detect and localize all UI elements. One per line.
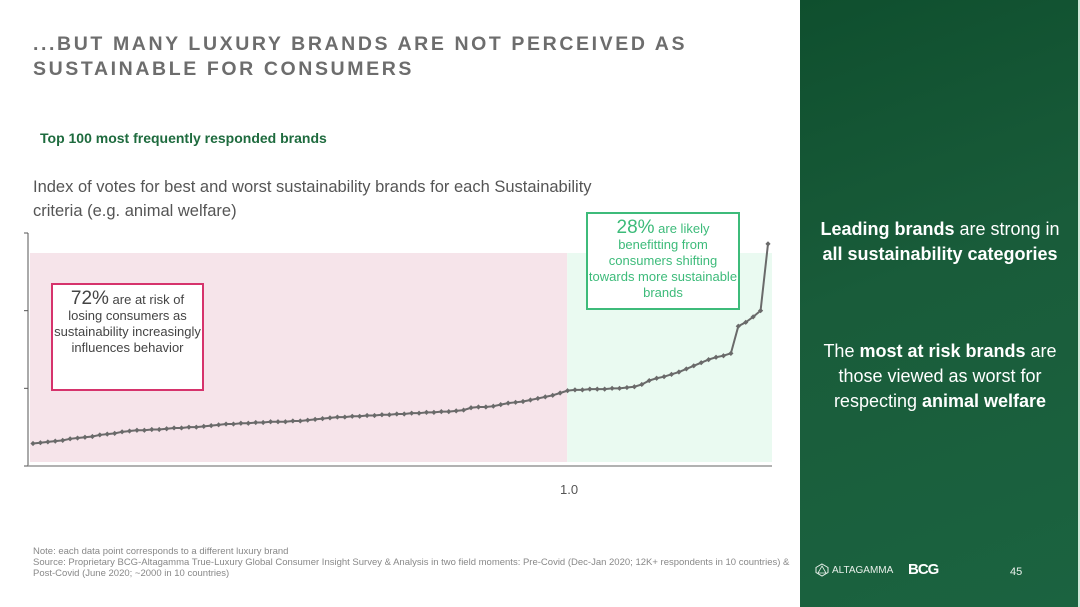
panel-edge	[1078, 0, 1080, 607]
brand-data-point	[720, 353, 727, 359]
brand-data-point	[245, 420, 251, 426]
brand-data-point	[37, 440, 44, 446]
message-segment: all sustainability categories	[822, 244, 1058, 264]
brand-data-point	[668, 371, 675, 377]
slide-title: ...but many luxury brands are not percei…	[33, 33, 688, 80]
brand-data-point	[119, 429, 125, 435]
brand-data-point	[498, 402, 504, 408]
brand-index-line	[32, 243, 769, 445]
brand-data-point	[201, 423, 207, 429]
brand-data-point	[82, 434, 88, 440]
brand-data-point	[216, 422, 222, 428]
brand-data-point	[208, 423, 214, 429]
brand-data-point	[364, 412, 370, 419]
brand-data-point	[646, 377, 652, 384]
brand-data-point	[52, 438, 58, 444]
brand-data-point	[750, 314, 756, 320]
brand-data-point	[468, 405, 474, 411]
at-risk-text: are at risk of losing consumers as susta…	[54, 292, 201, 355]
altagamma-emblem-icon	[815, 563, 829, 577]
altagamma-logo: ALTAGAMMA	[815, 563, 893, 577]
brand-data-point	[713, 354, 719, 360]
brand-data-point	[602, 386, 608, 392]
brand-data-point	[483, 404, 489, 410]
message-segment: are those viewed as worst for respecting	[833, 341, 1057, 411]
brand-data-point	[67, 436, 73, 442]
brand-data-point	[579, 387, 585, 393]
brand-data-point	[327, 415, 333, 421]
benefit-callout: 28% are likely benefitting from consumer…	[586, 212, 740, 310]
brand-data-point	[505, 400, 511, 406]
brand-data-point	[371, 412, 378, 419]
brand-data-point	[639, 381, 645, 388]
side-panel	[800, 0, 1078, 607]
altagamma-wordmark: ALTAGAMMA	[832, 564, 894, 576]
brand-data-point	[349, 413, 355, 419]
brand-data-point	[535, 395, 541, 402]
brand-data-point	[587, 386, 593, 392]
footnote: Note: each data point corresponds to a d…	[33, 546, 793, 579]
chart-subtitle: Top 100 most frequently responded brands	[40, 130, 327, 146]
note-text: Note: each data point corresponds to a d…	[33, 546, 289, 557]
brand-data-point	[527, 397, 534, 403]
brand-data-point	[706, 356, 712, 363]
brand-data-point	[572, 387, 578, 393]
brand-data-point	[564, 388, 571, 394]
brand-data-point	[290, 418, 296, 424]
brand-data-point	[520, 398, 526, 405]
brand-data-point	[357, 413, 363, 419]
at-risk-callout: 72% are at risk of losing consumers as s…	[51, 283, 204, 391]
benefit-text: are likely benefitting from consumers sh…	[588, 221, 738, 300]
brand-data-point	[126, 428, 133, 434]
brand-data-point	[97, 432, 103, 438]
page-number: 45	[1010, 566, 1023, 578]
message-segment: are strong in	[954, 219, 1060, 239]
key-message-at-risk: The most at risk brands are those viewed…	[810, 339, 1070, 414]
brand-data-point	[557, 390, 563, 396]
source-text: Source: Proprietary BCG-Altagamma True-L…	[33, 557, 790, 579]
brand-data-point	[379, 412, 385, 418]
brand-data-point	[691, 363, 697, 369]
brand-data-point	[60, 437, 66, 443]
benefit-percent: 28%	[616, 217, 655, 238]
message-segment: most at risk brands	[859, 341, 1026, 361]
brand-data-point	[594, 386, 600, 392]
message-segment: The	[823, 341, 860, 361]
brand-data-point	[297, 418, 303, 424]
message-segment: animal welfare	[922, 391, 1047, 411]
brand-data-point	[386, 412, 392, 418]
at-risk-percent: 72%	[70, 288, 109, 309]
x-tick-label: 1.0	[560, 482, 579, 497]
brand-data-point	[230, 421, 237, 427]
brand-data-point	[223, 421, 229, 427]
brand-data-point	[431, 409, 437, 416]
key-message-leading: Leading brands are strong in all sustain…	[810, 217, 1070, 267]
brand-data-point	[475, 404, 482, 410]
brand-data-point	[661, 374, 667, 380]
brand-data-point	[45, 439, 51, 445]
brand-data-point	[342, 414, 348, 420]
brand-data-point	[104, 431, 110, 437]
bcg-logo: BCG	[908, 561, 939, 578]
brand-data-point	[765, 241, 771, 247]
message-segment: Leading brands	[820, 219, 955, 239]
brand-data-point	[112, 430, 118, 436]
brand-data-point	[490, 403, 496, 409]
brand-data-point	[238, 420, 244, 426]
chart-description: Index of votes for best and worst sustai…	[33, 178, 592, 220]
brand-data-point	[334, 414, 340, 420]
